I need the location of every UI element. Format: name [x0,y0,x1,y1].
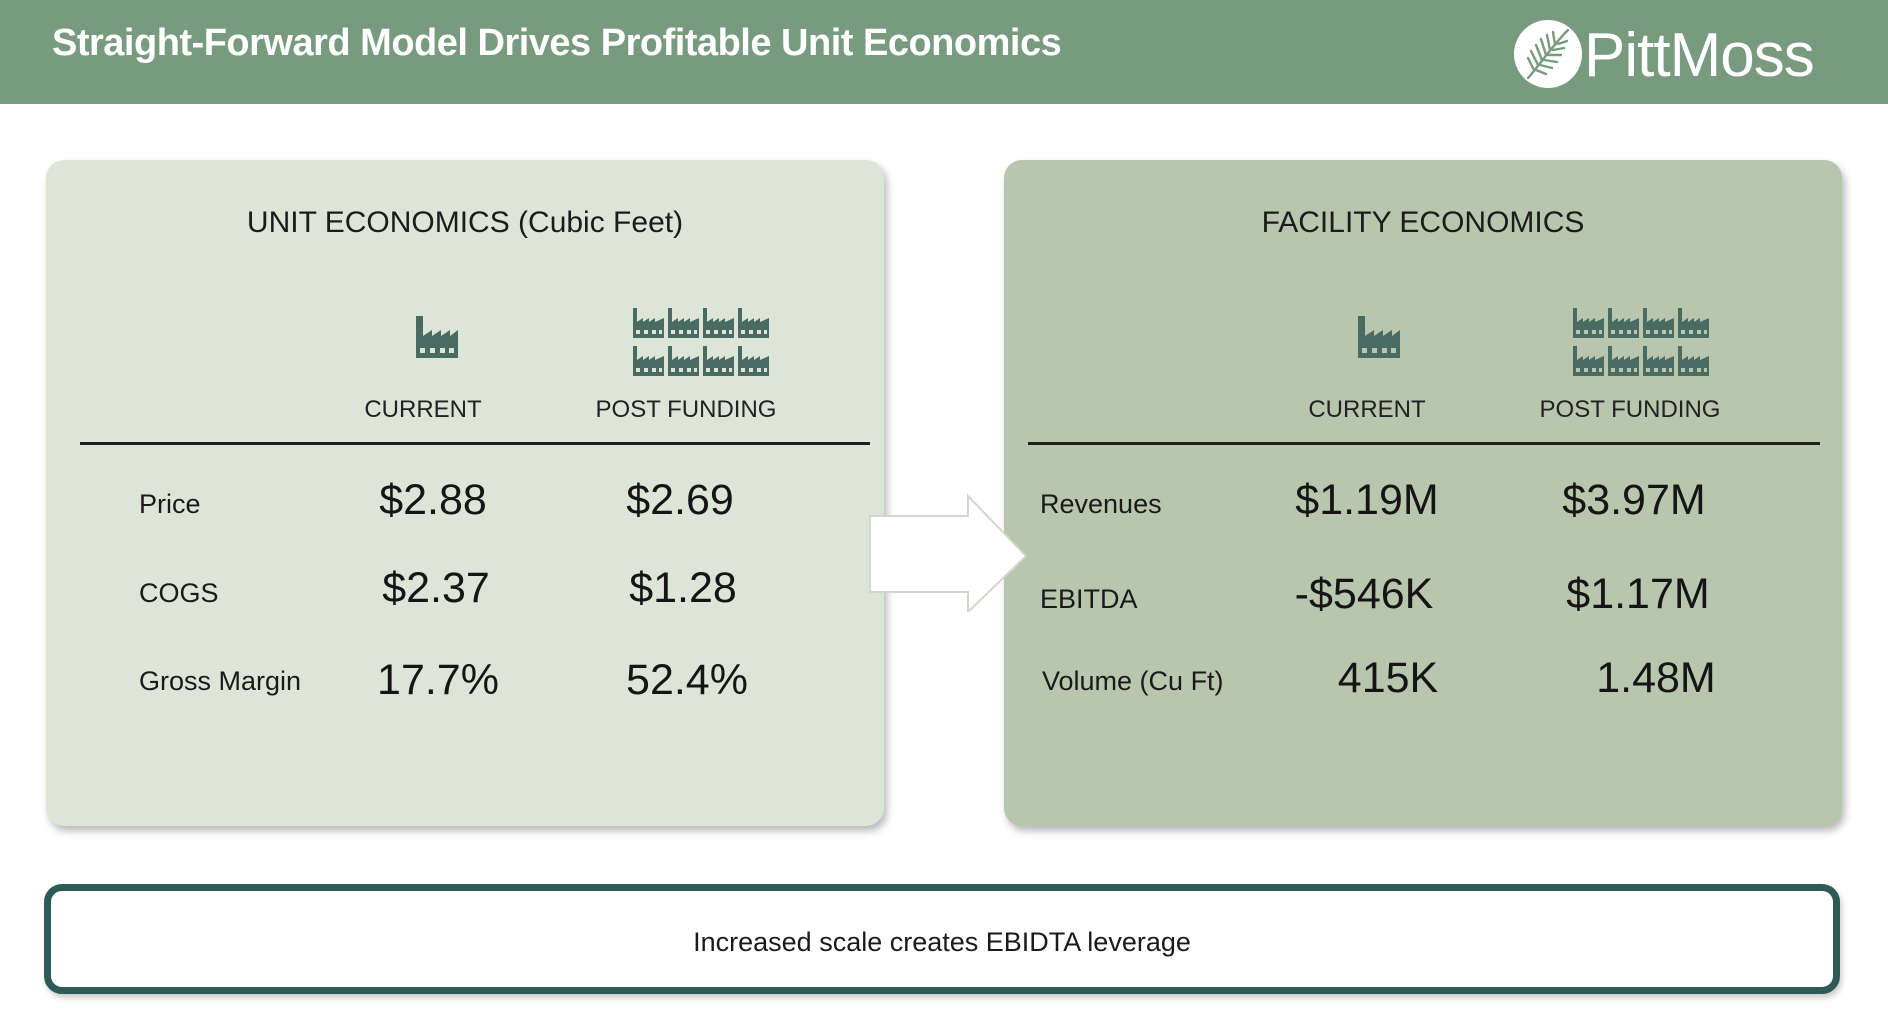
right-arrow-icon [869,493,1028,612]
revenues-current-value: $1.19M [1295,476,1439,524]
column-header-post-funding: POST FUNDING [1539,396,1721,423]
revenues-post-value: $3.97M [1562,476,1706,524]
facility-economics-panel: FACILITY ECONOMICS CURRENT POST FUNDING … [1004,160,1842,826]
price-post-value: $2.69 [626,476,734,524]
fern-logo-icon [1514,20,1582,88]
cogs-current-value: $2.37 [382,564,490,612]
price-current-value: $2.88 [379,476,487,524]
header-bar: Straight-Forward Model Drives Profitable… [0,0,1888,104]
row-label-revenues: Revenues [1040,489,1162,519]
ebitda-post-value: $1.17M [1566,570,1710,618]
table-divider [1028,442,1820,445]
gross-margin-post-value: 52.4% [626,656,748,704]
callout-text: Increased scale creates EBIDTA leverage [693,927,1191,957]
table-divider [80,442,870,445]
row-label-price: Price [139,489,201,519]
factory-group-icon [1572,306,1712,378]
unit-economics-panel: UNIT ECONOMICS (Cubic Feet) CURRENT POST… [46,160,884,826]
volume-post-value: 1.48M [1596,654,1716,702]
column-header-current: CURRENT [364,396,482,423]
row-label-volume: Volume (Cu Ft) [1042,666,1224,696]
summary-callout: Increased scale creates EBIDTA leverage [44,884,1840,994]
row-label-ebitda: EBITDA [1040,584,1138,614]
brand-logo: PittMoss [1512,16,1842,92]
gross-margin-current-value: 17.7% [377,656,499,704]
factory-icon [1356,312,1402,360]
panel-title: UNIT ECONOMICS (Cubic Feet) [246,206,684,239]
panel-title: FACILITY ECONOMICS [1261,206,1585,239]
factory-icon [414,312,460,360]
column-header-post-funding: POST FUNDING [595,396,777,423]
row-label-cogs: COGS [139,578,219,608]
brand-name: PittMoss [1584,21,1815,90]
ebitda-current-value: -$546K [1294,570,1434,618]
cogs-post-value: $1.28 [629,564,737,612]
factory-group-icon [632,306,772,378]
page-title: Straight-Forward Model Drives Profitable… [52,22,1062,64]
column-header-current: CURRENT [1308,396,1426,423]
row-label-gross-margin: Gross Margin [139,666,302,696]
volume-current-value: 415K [1337,654,1439,702]
